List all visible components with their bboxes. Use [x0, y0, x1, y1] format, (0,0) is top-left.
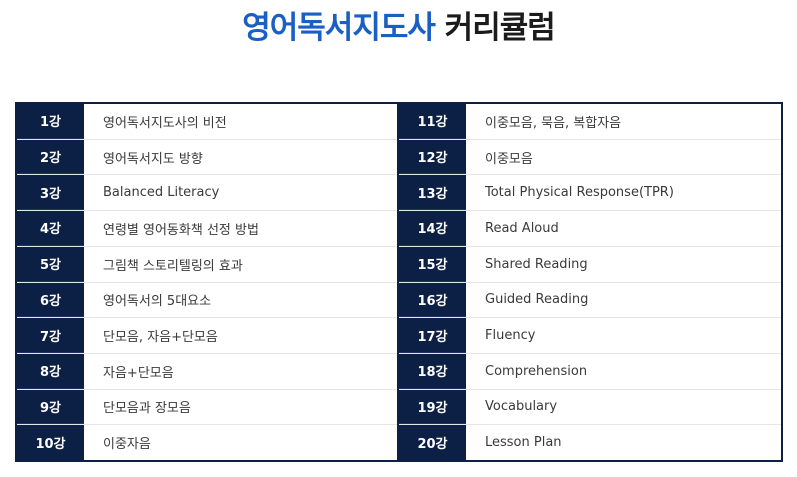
lesson-row: 5강 그림책 스토리텔링의 효과 [17, 246, 397, 283]
lesson-row: 18강 Comprehension [399, 353, 781, 390]
lesson-number: 1강 [17, 104, 84, 139]
lesson-row: 19강 Vocabulary [399, 389, 781, 426]
lesson-title: 영어독서지도사의 비전 [103, 115, 227, 131]
lesson-row: 7강 단모음, 자음+단모음 [17, 318, 397, 354]
lesson-title: Lesson Plan [485, 435, 562, 451]
lesson-number: 16강 [399, 282, 466, 318]
lesson-row: 15강 Shared Reading [399, 246, 781, 283]
lesson-number: 5강 [17, 246, 84, 282]
lesson-row: 16강 Guided Reading [399, 282, 781, 319]
lesson-title: Shared Reading [485, 256, 588, 272]
lesson-number: 6강 [17, 282, 84, 318]
lesson-row: 12강 이중모음 [399, 139, 781, 176]
lesson-row: 1강 영어독서지도사의 비전 [17, 104, 397, 140]
lesson-title: Balanced Literacy [103, 185, 220, 201]
lesson-row: 2강 영어독서지도 방향 [17, 139, 397, 176]
lesson-title: 이중모음 [485, 151, 533, 167]
lesson-number: 7강 [17, 318, 84, 353]
lesson-row: 4강 연령별 영어동화책 선정 방법 [17, 211, 397, 247]
lesson-title: Comprehension [485, 363, 588, 379]
lesson-number: 12강 [399, 139, 466, 175]
lesson-row: 10강 이중자음 [17, 425, 397, 461]
lesson-title: Vocabulary [485, 399, 558, 415]
lesson-title: 영어독서지도 방향 [103, 151, 203, 167]
lesson-row: 17강 Fluency [399, 318, 781, 354]
lesson-title: Read Aloud [485, 220, 559, 236]
lesson-row: 6강 영어독서의 5대요소 [17, 282, 397, 319]
lesson-row: 14강 Read Aloud [399, 211, 781, 247]
curriculum-column-left: 1강 영어독서지도사의 비전 2강 영어독서지도 방향 3강 Balanced Lit… [17, 104, 399, 461]
lesson-number: 4강 [17, 211, 84, 246]
lesson-number: 9강 [17, 389, 84, 425]
title-accent: 영어독서지도사 [242, 10, 436, 46]
lesson-row: 11강 이중모음, 묵음, 복합자음 [399, 104, 781, 140]
lesson-title: 이중자음 [103, 437, 151, 453]
lesson-number: 11강 [399, 104, 466, 139]
lesson-row: 3강 Balanced Literacy [17, 175, 397, 212]
title-rest: 커리큘럼 [444, 10, 556, 46]
lesson-number: 2강 [17, 139, 84, 175]
lesson-number: 10강 [17, 425, 84, 461]
lesson-title: Total Physical Response(TPR) [485, 185, 674, 201]
lesson-title: 영어독서의 5대요소 [103, 294, 212, 310]
lesson-title: Fluency [485, 328, 536, 344]
lesson-number: 18강 [399, 353, 466, 389]
lesson-number: 8강 [17, 353, 84, 389]
curriculum-table: 1강 영어독서지도사의 비전 2강 영어독서지도 방향 3강 Balanced Lit… [15, 102, 783, 462]
lesson-title: 단모음과 장모음 [103, 401, 191, 417]
lesson-row: 13강 Total Physical Response(TPR) [399, 175, 781, 212]
lesson-title: Guided Reading [485, 292, 589, 308]
lesson-number: 17강 [399, 318, 466, 353]
lesson-title: 그림책 스토리텔링의 효과 [103, 258, 243, 274]
lesson-number: 3강 [17, 175, 84, 211]
lesson-title: 자음+단모음 [103, 365, 174, 381]
lesson-title: 연령별 영어동화책 선정 방법 [103, 222, 259, 238]
lesson-row: 8강 자음+단모음 [17, 353, 397, 390]
lesson-number: 15강 [399, 246, 466, 282]
lesson-row: 9강 단모음과 장모음 [17, 389, 397, 426]
lesson-title: 단모음, 자음+단모음 [103, 330, 218, 346]
lesson-row: 20강 Lesson Plan [399, 425, 781, 461]
lesson-number: 19강 [399, 389, 466, 425]
lesson-number: 13강 [399, 175, 466, 211]
lesson-number: 20강 [399, 425, 466, 461]
lesson-title: 이중모음, 묵음, 복합자음 [485, 115, 622, 131]
page-title: 영어독서지도사 커리큘럼 [0, 8, 797, 48]
curriculum-column-right: 11강 이중모음, 묵음, 복합자음 12강 이중모음 13강 Total Physi… [399, 104, 781, 461]
lesson-number: 14강 [399, 211, 466, 246]
